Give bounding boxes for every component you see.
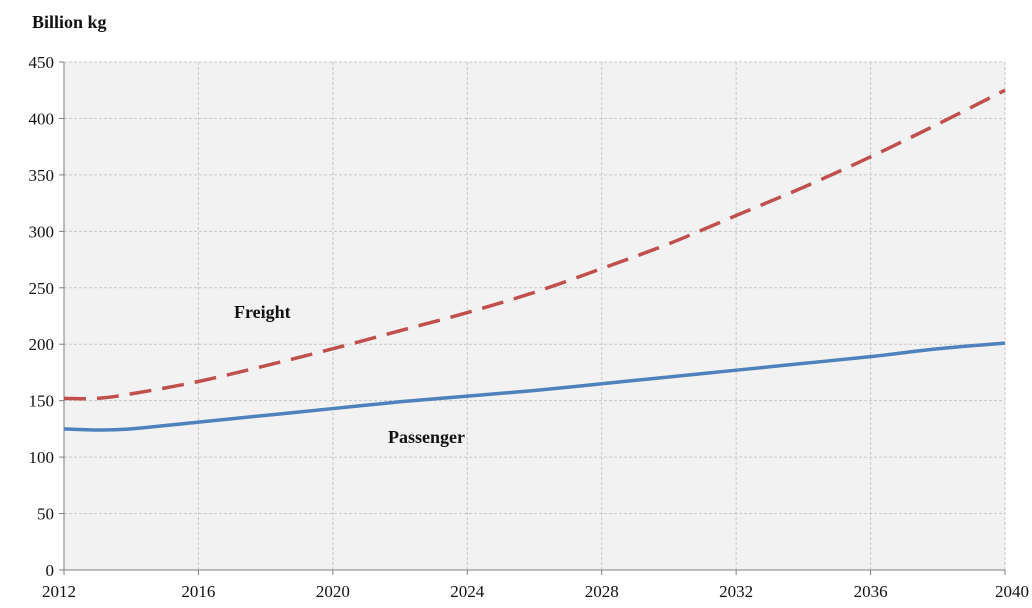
- axes: [59, 61, 1006, 575]
- y-tick-label: 0: [46, 561, 55, 580]
- x-tick-label: 2024: [450, 582, 485, 601]
- x-tick-label: 2020: [316, 582, 350, 601]
- y-tick-label: 150: [29, 392, 55, 411]
- y-tick-labels: 0 50 100 150 200 250 300 350 400 450: [29, 53, 55, 580]
- x-tick-label: 2016: [181, 582, 215, 601]
- y-tick-label: 50: [37, 505, 54, 524]
- y-tick-label: 450: [29, 53, 55, 72]
- y-tick-label: 400: [29, 109, 55, 128]
- x-tick-label: 2032: [719, 582, 753, 601]
- x-tick-label: 2028: [585, 582, 619, 601]
- series-label-freight: Freight: [234, 302, 291, 322]
- x-tick-label: 2012: [42, 582, 76, 601]
- y-tick-label: 300: [29, 222, 55, 241]
- y-tick-label: 350: [29, 166, 55, 185]
- x-tick-labels: 2012 2016 2020 2024 2028 2032 2036 2040: [42, 582, 1029, 601]
- series-line-freight: [63, 88, 1006, 401]
- series-label-passenger: Passenger: [388, 427, 465, 447]
- gridlines: [64, 61, 1006, 570]
- y-tick-label: 100: [29, 448, 55, 467]
- x-tick-label: 2036: [854, 582, 888, 601]
- y-axis-label: Billion kg: [32, 12, 107, 32]
- series-lines: [63, 88, 1006, 432]
- plot-area: [64, 62, 1005, 570]
- y-tick-label: 250: [29, 279, 55, 298]
- y-tick-label: 200: [29, 335, 55, 354]
- x-tick-label: 2040: [995, 582, 1029, 601]
- series-line-passenger: [63, 341, 1006, 432]
